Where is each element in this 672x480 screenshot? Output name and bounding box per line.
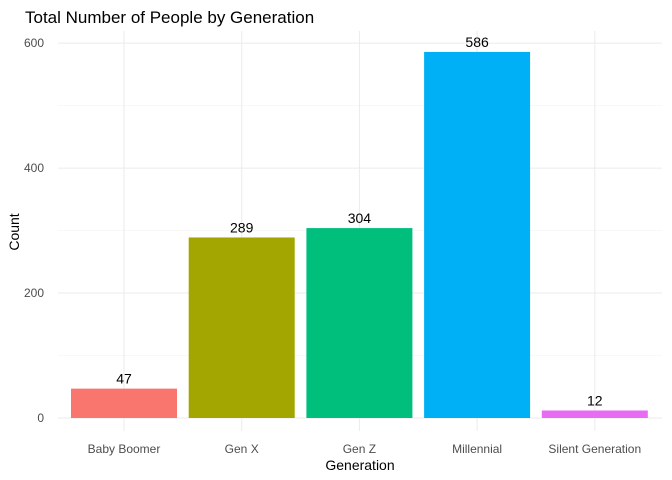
y-tick-label: 0 [37,411,44,425]
y-axis-ticks: 0 200 400 600 [24,36,44,425]
y-tick-label: 400 [24,161,44,175]
chart-title: Total Number of People by Generation [25,8,314,27]
bar [188,237,295,418]
bar-value-label: 47 [116,371,132,387]
y-tick-label: 200 [24,286,44,300]
x-axis-ticks: Baby Boomer Gen X Gen Z Millennial Silent Ge… [88,442,642,456]
x-tick-label: Gen Z [343,442,376,456]
bar [541,410,648,418]
x-tick-label: Baby Boomer [88,442,161,456]
y-axis-title: Count [6,213,22,250]
bar [424,51,531,418]
x-tick-label: Gen X [225,442,259,456]
bar-value-label: 289 [230,219,254,235]
bar-value-label: 586 [465,34,489,50]
x-tick-label: Millennial [452,442,502,456]
bar-value-label: 304 [348,210,372,226]
data-labels: 47 289 304 586 12 [116,34,603,409]
x-tick-label: Silent Generation [548,442,641,456]
y-tick-label: 600 [24,36,44,50]
bar-value-label: 12 [587,393,603,409]
x-axis-title: Generation [325,457,394,473]
bar [71,388,177,418]
bars [71,51,648,418]
bar [306,228,413,418]
